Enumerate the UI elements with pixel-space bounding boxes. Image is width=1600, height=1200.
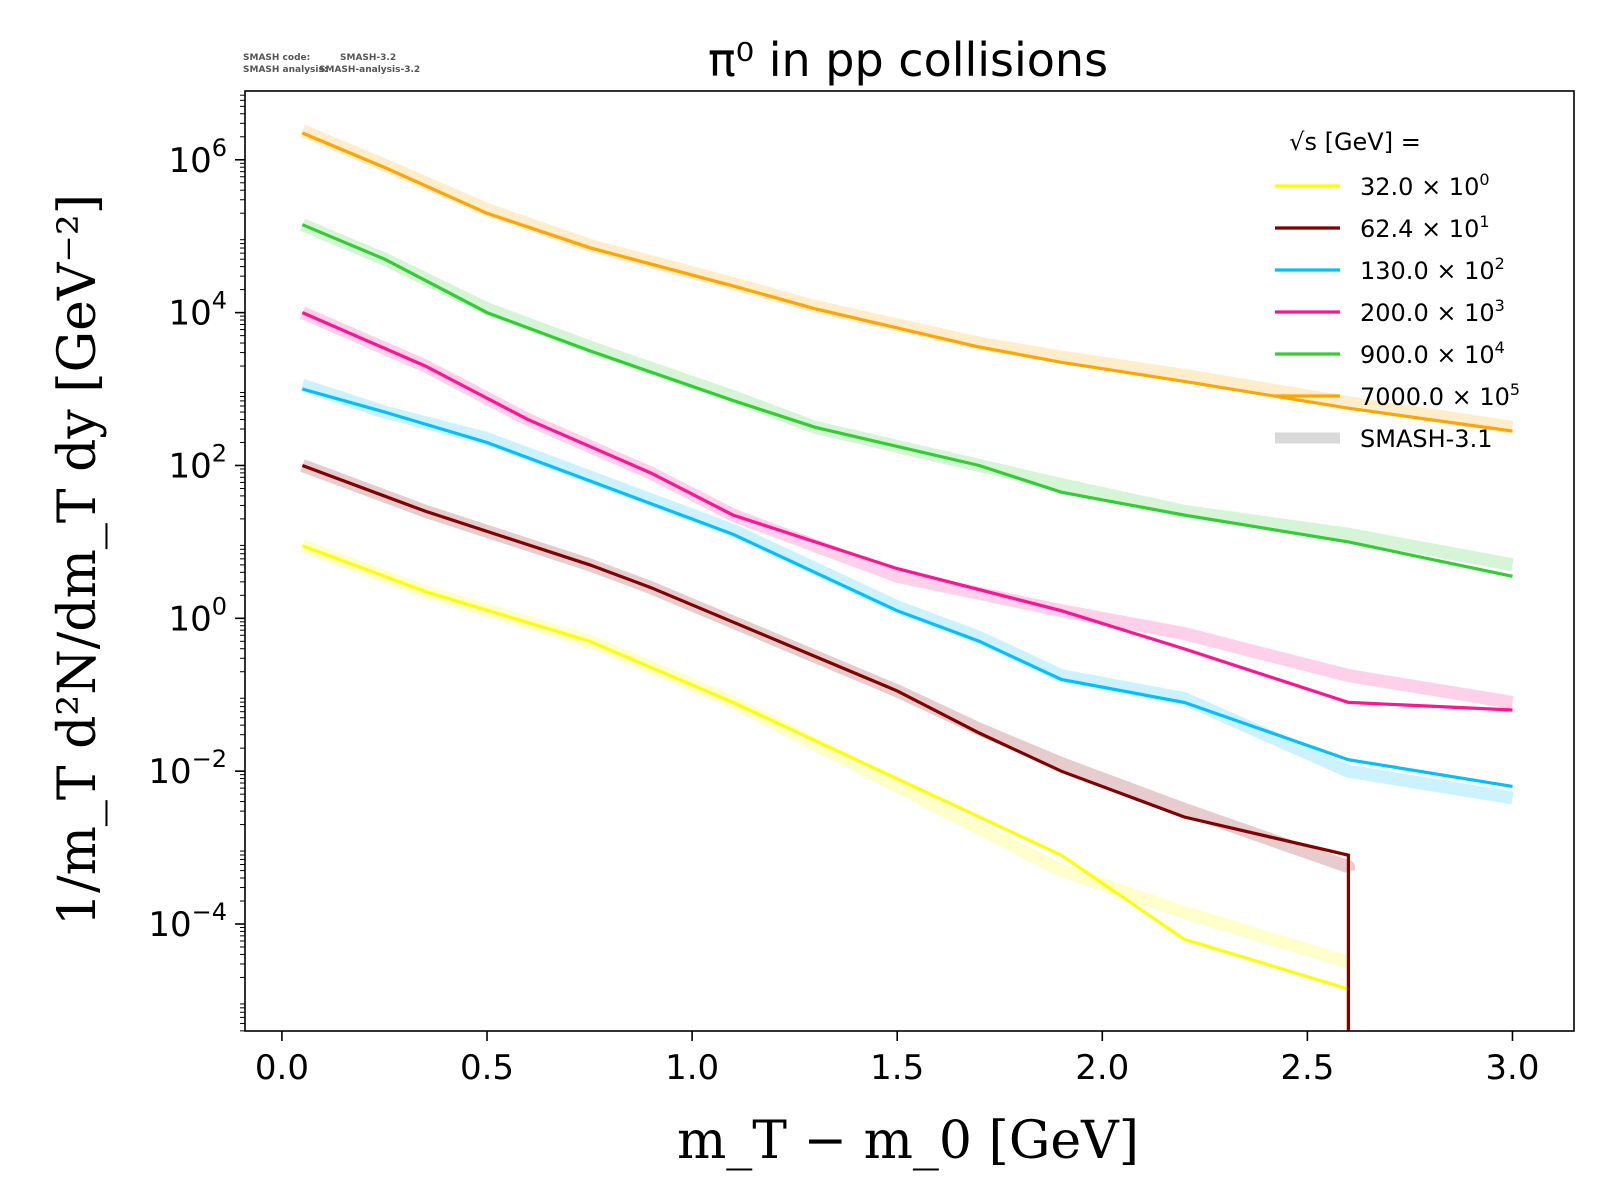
y-tick-label: 104	[168, 287, 227, 334]
band-200.0	[299, 306, 1514, 709]
legend-label-200.0: 200.0 × 103	[1360, 296, 1505, 327]
legend-label-smash-3-1: SMASH-3.1	[1360, 425, 1492, 453]
y-axis-ticks: 106 104 102 100 10−2 10−4	[148, 94, 245, 1032]
series-lines	[301, 131, 1513, 1031]
x-tick-label: 0.5	[460, 1048, 514, 1088]
series-line-900.0	[301, 223, 1513, 578]
y-tick-label: 10−2	[148, 745, 227, 792]
band-62.4	[300, 459, 1355, 874]
series-line-200.0	[301, 311, 1513, 712]
x-axis-ticks: 0.0 0.5 1.0 1.5 2.0 2.5 3.0	[255, 1031, 1540, 1088]
x-tick-label: 1.0	[665, 1048, 719, 1088]
x-tick-label: 3.0	[1485, 1048, 1539, 1088]
meta-code-value: SMASH-3.2	[340, 53, 396, 63]
x-tick-label: 0.0	[255, 1048, 309, 1088]
legend-label-7000.0: 7000.0 × 105	[1360, 380, 1520, 411]
legend-label-130.0: 130.0 × 102	[1360, 254, 1505, 285]
y-tick-label: 102	[168, 439, 227, 486]
x-tick-label: 2.0	[1075, 1048, 1129, 1088]
plot-frame	[244, 90, 1575, 1032]
meta-analysis-label: SMASH analysis:	[243, 65, 327, 75]
series-line-32.0	[301, 544, 1351, 1031]
legend: √s [GeV] = 32.0 × 100 62.4 × 101 130.0 × 1…	[1275, 128, 1520, 453]
band-32.0	[300, 539, 1351, 969]
meta-analysis-value: SMASH-analysis-3.2	[319, 65, 420, 75]
y-tick-label: 106	[168, 134, 227, 181]
series-line-7000.0	[301, 131, 1513, 433]
legend-title: √s [GeV] =	[1289, 128, 1421, 156]
band-7000.0	[299, 124, 1514, 434]
y-tick-label: 100	[168, 592, 227, 639]
y-tick-label: 10−4	[148, 898, 227, 945]
y-axis-label: 1/m_T d²N/dm_T dy [GeV⁻²]	[48, 194, 108, 926]
chart-title: π⁰ in pp collisions	[708, 33, 1108, 87]
series-line-130.0	[301, 387, 1513, 788]
legend-label-32.0: 32.0 × 100	[1360, 170, 1490, 201]
smash-3-1-bands	[299, 124, 1514, 969]
x-tick-label: 1.5	[870, 1048, 924, 1088]
legend-label-62.4: 62.4 × 101	[1360, 212, 1490, 243]
meta-code-label: SMASH code:	[243, 53, 310, 63]
series-line-62.4	[301, 464, 1351, 1031]
x-axis-label: m_T − m_0 [GeV]	[677, 1111, 1139, 1171]
legend-label-900.0: 900.0 × 104	[1360, 338, 1505, 369]
x-tick-label: 2.5	[1280, 1048, 1334, 1088]
